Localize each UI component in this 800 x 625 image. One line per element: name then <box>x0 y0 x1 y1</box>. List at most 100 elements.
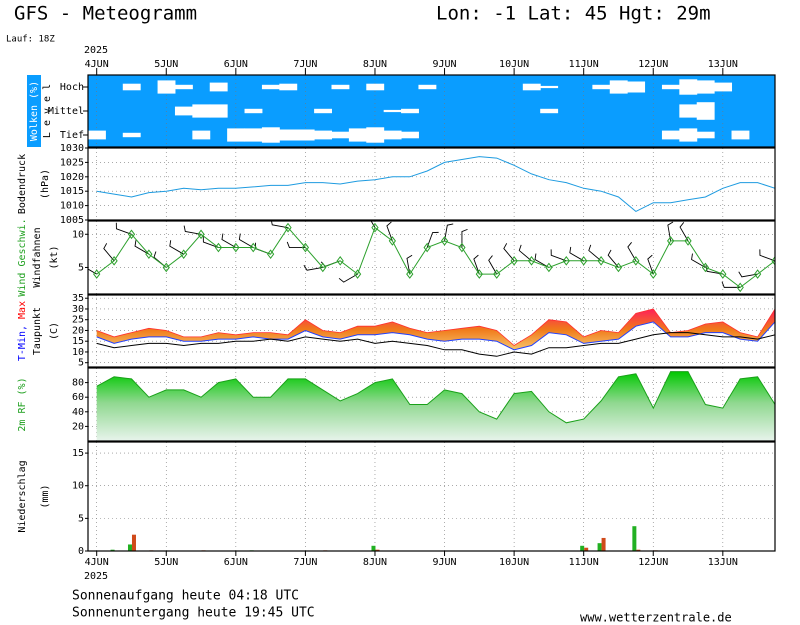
panel-frame <box>87 441 776 552</box>
wind-barb <box>588 244 602 262</box>
wind-speed-marker <box>771 255 775 266</box>
wind-speed-marker <box>162 262 170 273</box>
wind-barb <box>406 254 413 275</box>
y-tick-label: 10 <box>72 229 84 240</box>
wind-speed-marker <box>388 236 396 246</box>
x-tick-label: 7JUN <box>293 557 317 568</box>
wind-speed-marker <box>110 255 118 266</box>
wind-barb <box>286 241 306 248</box>
wind-barb <box>221 233 237 248</box>
y-axis-label: Bodendruck <box>17 154 28 214</box>
cloud-cover <box>157 80 176 94</box>
x-tick-label: 12JUN <box>638 59 668 70</box>
y-tick-label: 80 <box>72 378 84 389</box>
y-tick-label: 60 <box>72 392 84 403</box>
panel-frame <box>87 294 776 368</box>
y-tick-label: 40 <box>72 407 84 418</box>
y-axis-label-part: Taupunkt <box>32 307 43 355</box>
cloud-cover <box>348 128 367 142</box>
wind-barb <box>386 221 393 242</box>
cloud-cover <box>714 82 733 92</box>
wind-speed-marker <box>232 242 240 253</box>
x-tick-label: 5JUN <box>154 557 178 568</box>
wind-barb <box>550 249 567 262</box>
y-axis-label: Niederschlag <box>17 460 28 532</box>
precip-bar <box>632 526 637 551</box>
wind-speed-marker <box>562 255 570 266</box>
cloud-cover <box>731 130 750 140</box>
precip-bar <box>127 544 132 551</box>
wind-speed-marker <box>458 242 466 253</box>
temp-band <box>96 309 775 350</box>
cloud-cover <box>540 108 559 114</box>
panel-temperature <box>88 295 775 367</box>
pressure-line <box>96 156 775 212</box>
wind-speed-marker <box>145 249 153 260</box>
y-axis-label: (mm) <box>40 484 51 508</box>
sunrise: Sonnenaufgang heute 04:18 UTC <box>72 589 299 604</box>
y-axis-label: Taupunkt <box>32 307 43 355</box>
wind-barb <box>103 243 115 262</box>
wind-barb <box>503 243 515 262</box>
x-tick-label: 12JUN <box>638 557 668 568</box>
wind-speed-marker <box>353 269 362 279</box>
cloud-cover <box>418 84 437 90</box>
wind-barb <box>238 233 254 248</box>
wind-speed-marker <box>597 255 605 266</box>
cloud-cover <box>383 130 402 140</box>
wind-speed-marker <box>614 262 623 273</box>
dewpoint-line <box>96 332 775 357</box>
wind-speed-marker <box>406 269 414 279</box>
wind-speed-marker <box>284 222 292 233</box>
wind-speed-marker <box>719 269 727 279</box>
cloud-cover <box>296 129 315 141</box>
wind-speed-marker <box>319 262 327 273</box>
panel-line <box>88 148 775 220</box>
cloud-cover <box>279 129 298 141</box>
cloud-cover <box>540 85 559 89</box>
tmax-line <box>96 308 775 346</box>
y-axis-label-part: Max <box>17 301 28 325</box>
sunset: Sonnenuntergang heute 19:45 UTC <box>72 606 315 621</box>
y-axis-label-part: Wind Geschwi. <box>17 218 28 296</box>
wind-barb <box>627 242 637 262</box>
level-label: Hoch <box>60 82 84 93</box>
cloud-cover <box>227 128 246 142</box>
y-axis-label-part: (kt) <box>49 245 60 269</box>
wind-barb <box>473 254 480 275</box>
cloud-cover <box>366 83 385 91</box>
cloud-cover <box>122 83 141 91</box>
cloud-cover <box>261 127 280 143</box>
y-axis-label: L e v e l <box>42 84 53 138</box>
panel-frame <box>87 220 776 295</box>
wind-barb <box>303 264 323 271</box>
year-bottom: 2025 <box>84 571 108 582</box>
y-axis-label: T-Min, Max <box>17 301 28 361</box>
wind-speed-marker <box>684 236 692 246</box>
y-axis-label: Windfahnen <box>32 227 43 287</box>
y-tick-label: 35 <box>72 293 84 304</box>
wind-barb <box>691 253 706 268</box>
y-axis-label-part: Bodendruck <box>17 154 28 214</box>
panel-frame <box>87 74 776 148</box>
y-tick-label: 0 <box>78 546 84 557</box>
y-axis-label-part: (C) <box>49 322 60 340</box>
wind-barb <box>271 221 289 229</box>
panel-clouds <box>88 75 775 147</box>
x-tick-label: 4JUN <box>85 59 109 70</box>
cloud-cover <box>244 108 263 114</box>
y-tick-label: 20 <box>72 325 84 336</box>
cloud-cover <box>366 127 385 143</box>
cloud-cover <box>661 130 680 140</box>
wind-barb <box>202 236 219 248</box>
cloud-cover <box>679 104 698 118</box>
wind-speed-marker <box>510 255 518 266</box>
cloud-cover <box>383 109 402 113</box>
wind-speed-marker <box>545 262 553 273</box>
cloud-cover <box>401 108 419 114</box>
y-axis-label-part: 2m RF (%) <box>17 377 28 431</box>
cloud-cover <box>261 84 280 90</box>
title: GFS - Meteogramm <box>14 3 197 25</box>
cloud-cover <box>609 80 628 94</box>
wind-speed-marker <box>371 222 379 233</box>
